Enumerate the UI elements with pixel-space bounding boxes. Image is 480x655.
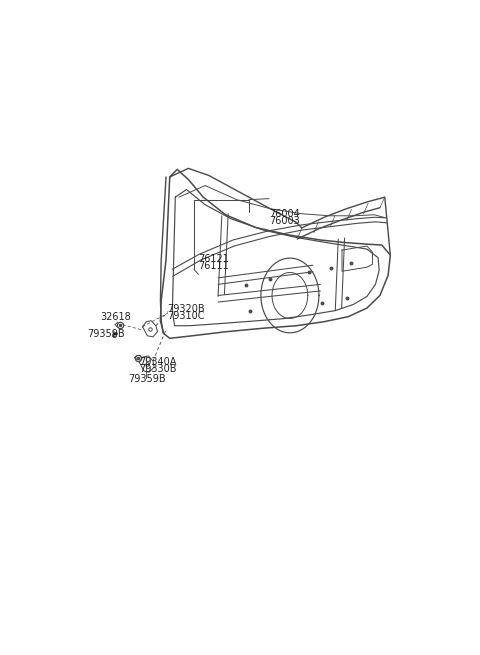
Text: 76121: 76121 xyxy=(198,253,229,264)
Text: 76111: 76111 xyxy=(198,261,229,271)
Text: 76004: 76004 xyxy=(269,209,300,219)
Text: 79320B: 79320B xyxy=(167,303,204,314)
Text: ►: ► xyxy=(113,331,119,337)
Text: 79330B: 79330B xyxy=(139,364,176,374)
Text: 79359B: 79359B xyxy=(128,374,166,384)
Text: 79359B: 79359B xyxy=(87,329,125,339)
Text: 79340A: 79340A xyxy=(139,357,176,367)
Text: 32618: 32618 xyxy=(100,312,131,322)
Text: 79310C: 79310C xyxy=(167,310,204,321)
Text: 76003: 76003 xyxy=(269,216,300,226)
